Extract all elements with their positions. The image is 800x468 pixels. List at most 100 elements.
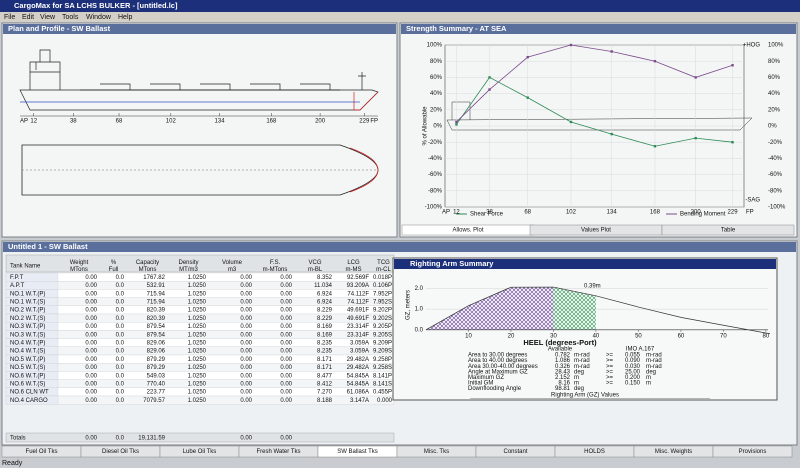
criteria-header: Available [548, 347, 573, 353]
table-cell: 9.202S [373, 316, 392, 322]
sheet-tab-label[interactable]: Diesel Oil Tks [102, 449, 139, 455]
table-cell: 3.059A [350, 349, 369, 355]
table-cell: 770.40 [147, 381, 166, 387]
table-cell: 49.691F [347, 316, 369, 322]
series-marker [653, 60, 657, 63]
table-cell: 820.39 [147, 316, 166, 322]
table-cell: 0.00 [240, 357, 252, 363]
table-cell: 0.00 [280, 299, 292, 305]
fwd-label: FP [370, 119, 378, 125]
column-header: Tank Name [10, 264, 41, 270]
table-cell: NO.1 W.T.(P) [10, 291, 45, 297]
series-marker [488, 88, 491, 91]
table-cell: 1.0250 [188, 340, 207, 346]
table-cell: 1.0250 [188, 349, 207, 355]
tab-label[interactable]: Table [721, 228, 736, 234]
y-tick-label: -60% [428, 172, 443, 178]
series-marker [455, 123, 458, 126]
aft-label: AP [20, 119, 28, 125]
y-tick-label: 0% [433, 124, 442, 130]
sheet-tab[interactable] [712, 445, 793, 458]
table-cell: 0.00 [240, 332, 252, 338]
table-cell: 879.54 [147, 332, 166, 338]
y2-tick-label: 40% [768, 91, 781, 97]
sheet-tab-label[interactable]: Lube Oil Tks [183, 449, 217, 455]
status-text: Ready [2, 460, 23, 467]
plan-title: Plan and Profile - SW Ballast [8, 24, 111, 33]
totals-cell: 0.00 [280, 436, 292, 442]
sheet-tab-label[interactable]: Misc. Tks [424, 449, 449, 455]
table-cell: 0.00 [280, 275, 292, 281]
table-cell: 223.77 [147, 390, 166, 396]
x-tick-label: 30 [550, 333, 557, 339]
table-cell: 1.0250 [188, 373, 207, 379]
table-cell: 7079.57 [143, 398, 165, 404]
sheet-tab-label[interactable]: Fuel Oil Tks [26, 449, 58, 455]
table-cell: 879.54 [147, 324, 166, 330]
table-cell: 0.0 [116, 349, 125, 355]
tab[interactable] [661, 224, 795, 236]
table-cell: 0.00 [280, 340, 292, 346]
y2-tick-label: 60% [768, 75, 781, 81]
menu-item[interactable]: View [40, 14, 56, 21]
criteria-cell: deg [646, 369, 656, 375]
menu-item[interactable]: Help [118, 14, 133, 21]
table-cell: 0.00 [240, 349, 252, 355]
y2-tick-label: -80% [768, 188, 783, 194]
totals-cell: 0.0 [116, 436, 125, 442]
y-tick-label: 100% [427, 43, 443, 49]
y-tick-label: -80% [428, 188, 443, 194]
strength-title: Strength Summary - AT SEA [406, 24, 507, 33]
sheet-tab-label[interactable]: Fresh Water Tks [256, 449, 300, 455]
series-marker [694, 76, 697, 79]
series-marker [653, 145, 657, 148]
table-cell: 9.205P [373, 324, 392, 330]
table-cell: 8.169 [317, 332, 333, 338]
criteria-cell: m-rad [646, 364, 662, 370]
righting-x-label: HEEL (degrees-Port) [523, 338, 597, 347]
table-cell: 0.00 [240, 390, 252, 396]
menu-item[interactable]: Edit [22, 14, 34, 21]
menu-item[interactable]: Window [86, 14, 112, 21]
tab-label[interactable]: Allows. Plot [452, 228, 483, 234]
sheet-tab-label[interactable]: SW Ballast Tks [337, 449, 378, 455]
table-cell: 8.235 [317, 340, 333, 346]
column-header: Density MT/m3 [178, 260, 198, 273]
gz-area [553, 287, 596, 330]
menu-item[interactable]: Tools [62, 14, 79, 21]
criteria-cell: 98.81 [555, 386, 571, 392]
sheet-tab-label[interactable]: Misc. Weights [655, 449, 692, 455]
table-cell: 0.00 [85, 291, 97, 297]
criteria-cell: m [574, 381, 579, 387]
menu-item[interactable]: File [4, 14, 15, 21]
table-cell: NO.4 CARGO [10, 398, 48, 404]
series-marker [526, 96, 529, 99]
column-header: F.S. m-MTons [263, 260, 288, 273]
table-cell: 8.229 [317, 308, 333, 314]
totals-row-bg [5, 432, 395, 443]
criteria-cell: Area to 30.00 degrees [468, 353, 527, 359]
table-cell: 8.188 [317, 398, 333, 404]
tab-label[interactable]: Values Plot [581, 228, 611, 234]
table-cell: 0.00 [280, 381, 292, 387]
table-cell: 0.00 [240, 365, 252, 371]
table-cell: 0.00 [240, 275, 252, 281]
table-cell: 1.0250 [188, 275, 207, 281]
table-cell: 0.0 [116, 381, 125, 387]
sheet-tab-label[interactable]: HOLDS [584, 449, 605, 455]
gz-curve [425, 286, 770, 334]
table-cell: 0.00 [240, 283, 252, 289]
sheet-tab-label[interactable]: Constant [503, 449, 527, 455]
criteria-cell: 0.030 [625, 364, 641, 370]
legend-label: Shear Force [470, 212, 504, 218]
table-cell: 0.00 [85, 381, 97, 387]
x-tick-label: 38 [486, 210, 493, 216]
table-cell: 6.924 [317, 291, 333, 297]
table-cell: 93.209A [347, 283, 369, 289]
table-cell: NO.5 W.T.(S) [10, 365, 45, 371]
table-cell: 0.00 [85, 308, 97, 314]
table-cell: 8.171 [317, 365, 333, 371]
sheet-tab-label[interactable]: Provisions [739, 449, 767, 455]
table-cell: 0.00 [85, 324, 97, 330]
table-cell: 829.06 [147, 340, 166, 346]
